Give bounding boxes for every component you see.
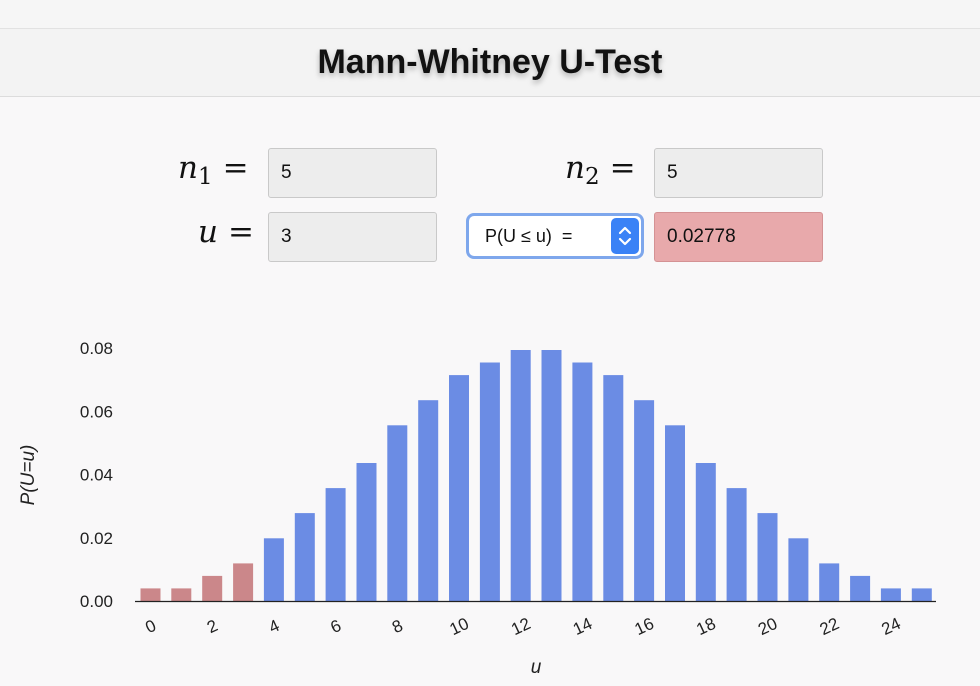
x-tick-label: 8 [389,616,406,637]
x-tick-label: 6 [328,616,345,637]
bar-u-6 [325,488,346,601]
bar-u-21 [788,538,809,601]
bar-u-25 [911,588,932,601]
n2-subscript: 2 [584,164,600,190]
probability-type-selected: P(U ≤ u) = [485,225,573,246]
n1-equals: = [222,150,249,186]
bar-u-1 [171,588,192,601]
x-tick-label: 12 [508,614,533,639]
n2-equals: = [609,150,636,186]
bar-u-5 [294,513,315,601]
bar-u-15 [603,375,624,601]
y-tick-label: 0.06 [80,402,113,421]
x-tick-label: 4 [266,616,283,637]
u-equals: = [227,214,254,250]
x-tick-label: 18 [693,614,718,639]
n1-input[interactable] [268,148,437,198]
probability-bar-chart: 0.000.020.040.060.080 2 4 6 8 10 12 14 16 18 20 22 2… [18,339,936,678]
u-input[interactable] [268,212,437,262]
x-tick-label: 0 [142,616,159,637]
y-tick-label: 0.02 [80,529,113,548]
x-tick-label: 20 [755,614,780,639]
u-symbol: u [198,214,218,250]
bar-u-10 [449,375,469,601]
bar-u-22 [819,563,840,601]
probability-type-select[interactable]: P(U ≤ u) = [466,213,644,259]
probability-result-field [654,212,823,262]
bar-u-16 [634,400,655,601]
bar-u-2 [202,575,223,601]
bar-u-4 [263,538,284,601]
bar-u-7 [356,463,377,601]
bar-u-14 [572,362,593,601]
bar-u-18 [695,463,716,601]
bar-u-24 [880,588,901,601]
bar-u-23 [850,575,871,601]
u-label: u = [198,214,254,250]
bar-u-13 [541,350,562,601]
x-tick-label: 10 [447,614,472,639]
n2-symbol: n [565,150,585,186]
y-tick-label: 0.00 [80,592,113,611]
n1-symbol: n [178,150,198,186]
page-title: Mann-Whitney U-Test [317,43,663,81]
n1-subscript: 1 [197,164,213,190]
n2-label: n2 = [565,150,636,190]
select-updown-icon [611,218,639,254]
bar-u-12 [510,350,531,601]
x-axis-title: u [531,657,542,678]
bar-u-20 [757,513,778,601]
n1-label: n1 = [178,150,249,190]
header-bar: Mann-Whitney U-Test [0,29,980,97]
x-tick-label: 2 [204,616,221,637]
bar-u-3 [233,563,254,601]
x-tick-label: 22 [817,614,842,639]
y-axis-title: P(U=u) [18,445,39,506]
x-tick-label: 14 [570,614,595,639]
bar-u-17 [665,425,685,601]
y-tick-label: 0.04 [80,466,113,485]
bar-u-9 [418,400,439,601]
window-top-strip [0,0,980,29]
bar-u-0 [140,588,161,601]
bar-u-8 [387,425,408,601]
x-tick-label: 24 [879,614,904,639]
x-tick-label: 16 [632,614,657,639]
n2-input[interactable] [654,148,823,198]
y-tick-label: 0.08 [80,339,113,358]
bar-u-19 [726,488,747,601]
bar-u-11 [479,362,500,601]
